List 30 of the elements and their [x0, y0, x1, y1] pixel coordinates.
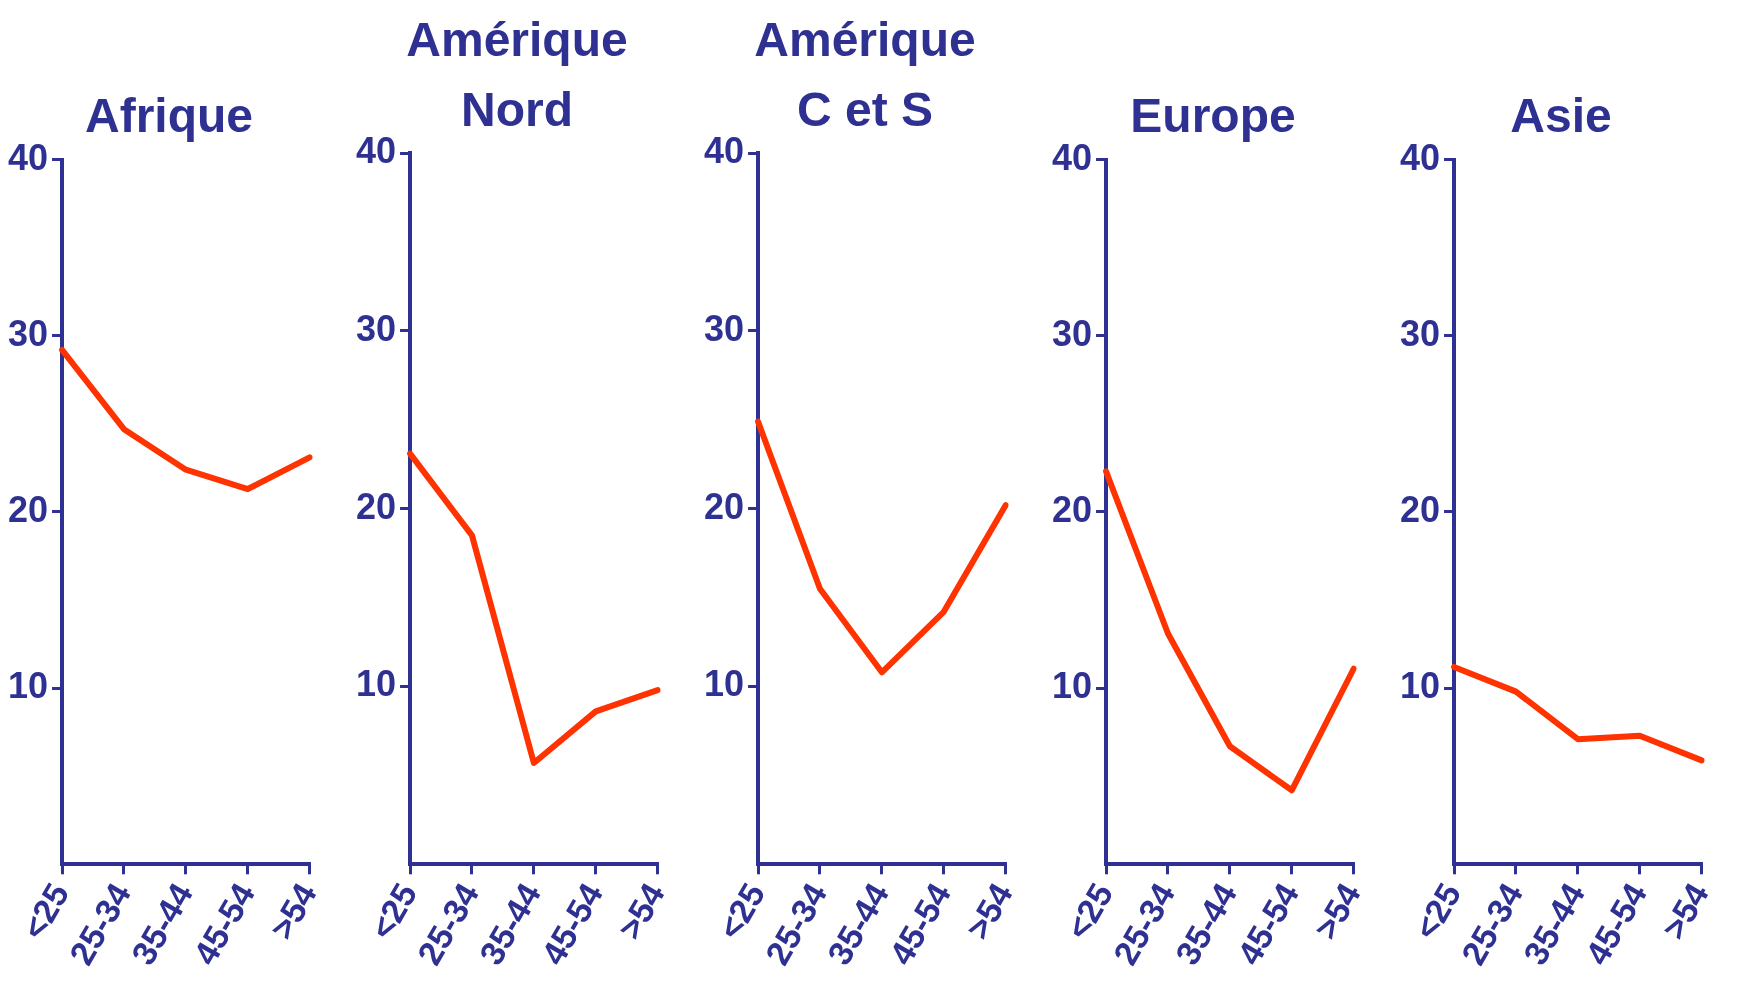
- y-tick-label: 30: [8, 312, 49, 354]
- chart-title: Amérique C et S: [754, 13, 976, 136]
- y-tick-label: 10: [1400, 665, 1441, 707]
- y-tick-label: 30: [1400, 312, 1441, 354]
- chart-title: Amérique Nord: [406, 13, 628, 136]
- y-tick-label: 20: [704, 485, 745, 527]
- y-tick-label: 30: [704, 307, 745, 349]
- chart-title: Asie: [1510, 89, 1612, 143]
- y-tick-label: 20: [8, 488, 49, 530]
- y-tick-label: 30: [1052, 312, 1093, 354]
- y-tick-label: 40: [704, 130, 745, 172]
- y-tick-label: 40: [1400, 136, 1441, 178]
- y-tick-label: 10: [356, 663, 397, 705]
- chart-title: Europe: [1130, 89, 1296, 143]
- y-tick-label: 10: [1052, 665, 1093, 707]
- x-tick-label: >54: [610, 876, 672, 946]
- x-tick-label: >54: [262, 876, 324, 946]
- y-tick-label: 20: [1052, 488, 1093, 530]
- x-tick-label: >54: [1306, 876, 1368, 946]
- y-tick-label: 40: [1052, 136, 1093, 178]
- y-tick-label: 40: [356, 130, 397, 172]
- y-tick-label: 10: [8, 665, 49, 707]
- y-tick-label: 20: [1400, 488, 1441, 530]
- y-tick-label: 20: [356, 485, 397, 527]
- y-tick-label: 40: [8, 136, 49, 178]
- x-tick-label: >54: [1654, 876, 1716, 946]
- x-tick-label: >54: [958, 876, 1020, 946]
- y-tick-label: 30: [356, 307, 397, 349]
- y-tick-label: 10: [704, 663, 745, 705]
- chart-title: Afrique: [85, 89, 253, 143]
